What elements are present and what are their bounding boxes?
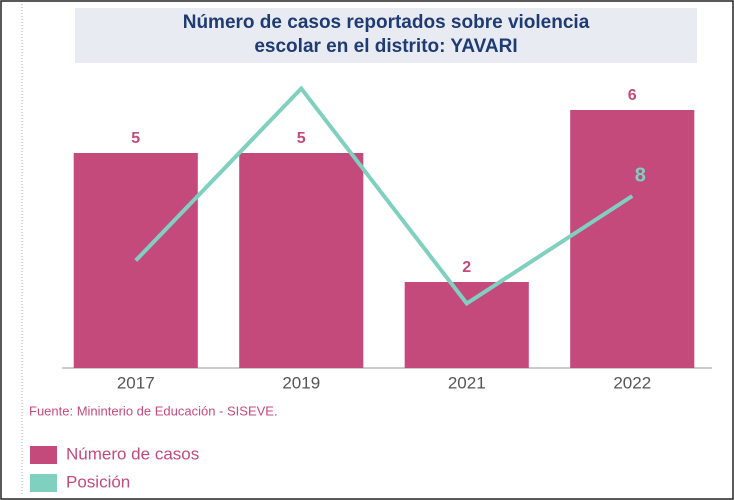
data-label: 6 — [628, 87, 637, 104]
x-tick-label: 2017 — [117, 373, 155, 392]
legend-label: Número de casos — [66, 444, 199, 463]
data-label: 5 — [131, 130, 140, 147]
source: Fuente: Mininterio de Educación - SISEVE… — [29, 403, 278, 418]
x-tick-label: 2019 — [282, 373, 320, 392]
legend-label: Posición — [66, 472, 130, 491]
bar — [404, 282, 529, 368]
bar — [239, 153, 364, 368]
legend-swatch — [30, 446, 57, 464]
line — [134, 85, 634, 307]
data-label: 5 — [297, 130, 306, 147]
data-label: 2 — [462, 259, 471, 276]
legend-swatch — [30, 474, 57, 492]
chart-title: Número de casos reportados sobre violenc… — [183, 12, 590, 33]
bar — [570, 110, 695, 368]
x-tick-label: 2022 — [613, 373, 651, 392]
chart-title: escolar en el distrito: YAVARI — [254, 36, 517, 57]
data-label: 8 — [635, 164, 646, 186]
x-tick-label: 2021 — [448, 373, 486, 392]
title-box — [75, 8, 697, 63]
